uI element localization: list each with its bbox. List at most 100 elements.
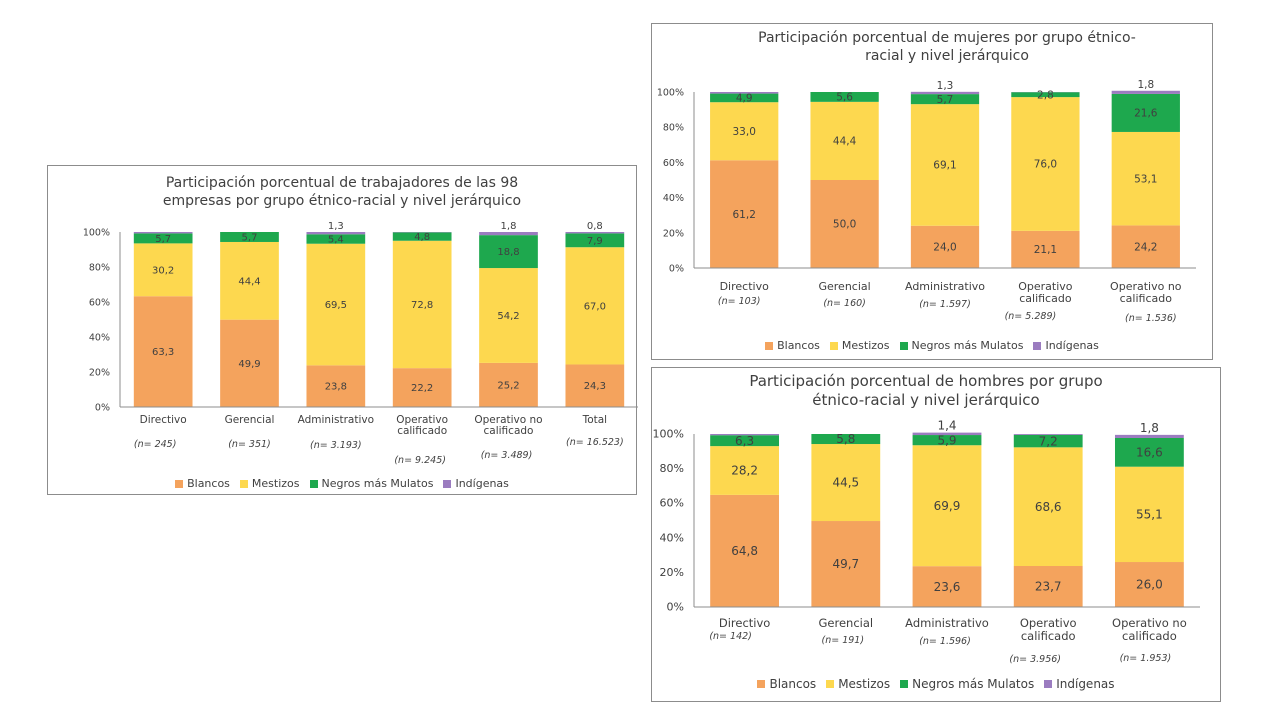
y-tick-label: 20% xyxy=(89,368,110,379)
legend-swatch xyxy=(239,479,248,488)
data-label-indigenas: 1,3 xyxy=(328,221,344,232)
bar-segment-negros xyxy=(1011,92,1080,98)
data-label-negros: 5,7 xyxy=(242,232,258,243)
data-label-negros: 5,9 xyxy=(937,433,956,447)
n-label: (n= 3.489) xyxy=(481,450,533,461)
data-label-blancos: 50,0 xyxy=(833,219,856,231)
bar-segment-indigenas xyxy=(910,91,980,95)
x-tick-label: Gerencial xyxy=(818,280,870,293)
x-tick-label: Administrativo xyxy=(905,616,989,630)
data-label-negros: 2,8 xyxy=(1037,89,1054,101)
legend-label: Indígenas xyxy=(1056,677,1115,691)
data-label-indigenas: 1,8 xyxy=(501,221,517,232)
bar-segment-blancos xyxy=(710,494,780,607)
n-label: (n= 191) xyxy=(822,635,865,646)
data-label-mestizos: 67,0 xyxy=(584,301,606,312)
y-tick-label: 0% xyxy=(669,264,684,275)
x-tick-label: calificado xyxy=(1122,629,1177,643)
legend-swatch xyxy=(443,479,452,488)
data-label-blancos: 61,2 xyxy=(733,209,756,221)
legend-item-mestizos: Mestizos xyxy=(239,477,300,490)
bar-segment-blancos xyxy=(133,296,193,407)
x-tick-label: calificado xyxy=(484,425,534,437)
bar-segment-blancos xyxy=(1011,230,1080,268)
legend-label: Negros más Mulatos xyxy=(912,677,1035,691)
legend-item-negros: Negros más Mulatos xyxy=(899,339,1023,352)
x-tick-label: Gerencial xyxy=(819,616,874,630)
bar-segment-blancos xyxy=(912,566,982,607)
data-label-negros: 5,7 xyxy=(937,94,954,106)
x-tick-label: Directivo xyxy=(720,280,770,293)
data-label-negros: 5,4 xyxy=(328,235,344,246)
legend-swatch xyxy=(175,479,184,488)
legend-swatch xyxy=(309,479,318,488)
bar-segment-negros xyxy=(710,435,780,447)
bar-segment-negros xyxy=(565,233,625,248)
bar-segment-mestizos xyxy=(392,240,452,369)
legend-item-negros: Negros más Mulatos xyxy=(309,477,434,490)
data-label-blancos: 24,3 xyxy=(584,381,606,392)
y-tick-label: 0% xyxy=(667,601,684,614)
legend-item-indigenas: Indígenas xyxy=(443,477,509,490)
chart-title: Participación porcentual de trabajadores… xyxy=(48,174,636,210)
bar-segment-mestizos xyxy=(133,243,193,297)
y-tick-label: 80% xyxy=(663,123,684,134)
bar-segment-blancos xyxy=(810,180,879,268)
y-tick-label: 100% xyxy=(653,428,684,441)
n-label: (n= 103) xyxy=(718,296,761,307)
data-label-negros: 4,9 xyxy=(736,93,753,105)
bar-segment-mestizos xyxy=(1114,466,1184,563)
legend-item-negros: Negros más Mulatos xyxy=(900,677,1034,691)
x-tick-label: Gerencial xyxy=(225,414,275,426)
n-label: (n= 1.596) xyxy=(919,636,971,647)
n-label: (n= 142) xyxy=(709,631,752,642)
x-tick-label: calificado xyxy=(1021,629,1076,643)
n-label: (n= 3.193) xyxy=(310,440,362,451)
n-label: (n= 16.523) xyxy=(566,437,624,448)
bar-segment-mestizos xyxy=(710,102,779,161)
legend-item-blancos: Blancos xyxy=(757,677,816,691)
bar-segment-mestizos xyxy=(912,445,982,567)
data-label-blancos: 25,2 xyxy=(497,380,519,391)
data-label-mestizos: 72,8 xyxy=(411,300,433,311)
legend-swatch xyxy=(900,680,909,688)
n-label: (n= 9.245) xyxy=(394,455,446,466)
data-label-mestizos: 69,9 xyxy=(934,499,961,513)
data-label-indigenas: 1,8 xyxy=(1137,79,1154,91)
y-tick-label: 60% xyxy=(663,158,684,169)
n-label: (n= 5.289) xyxy=(1005,311,1057,322)
legend-item-mestizos: Mestizos xyxy=(826,677,890,691)
bar-segment-negros xyxy=(306,234,366,244)
chart-panel-total: Participación porcentual de trabajadores… xyxy=(47,165,638,495)
bar-segment-negros xyxy=(479,235,538,269)
bar-segment-mestizos xyxy=(479,268,538,363)
chart-title-line: empresas por grupo étnico-racial y nivel… xyxy=(162,193,522,209)
x-tick-label: Operativo no xyxy=(474,414,542,426)
data-label-mestizos: 53,1 xyxy=(1134,173,1157,185)
legend-swatch xyxy=(1044,680,1053,688)
bar-segment-mestizos xyxy=(810,101,879,180)
chart-title-line: Participación porcentual de trabajadores… xyxy=(165,175,519,191)
data-label-blancos: 49,9 xyxy=(238,359,260,370)
data-label-negros: 7,2 xyxy=(1039,434,1058,448)
bar-segment-negros xyxy=(220,232,279,242)
bar-segment-blancos xyxy=(306,365,366,407)
data-label-mestizos: 44,4 xyxy=(238,276,260,287)
y-tick-label: 40% xyxy=(89,333,110,344)
data-label-negros: 18,8 xyxy=(497,247,519,258)
legend-label: Negros más Mulatos xyxy=(321,477,434,490)
data-label-negros: 6,3 xyxy=(735,434,754,448)
bar-segment-negros xyxy=(1114,437,1184,467)
legend: Blancos Mestizos Negros más Mulatos Indí… xyxy=(652,677,1220,691)
data-label-blancos: 22,2 xyxy=(411,383,433,394)
legend-item-blancos: Blancos xyxy=(765,339,820,352)
bar-segment-mestizos xyxy=(306,243,366,366)
bar-segment-negros xyxy=(1013,434,1083,448)
data-label-blancos: 21,1 xyxy=(1034,244,1057,256)
data-label-negros: 21,6 xyxy=(1134,108,1158,120)
bar-segment-negros xyxy=(392,232,452,241)
x-tick-label: Directivo xyxy=(719,616,770,630)
bar-segment-negros xyxy=(912,435,982,446)
data-label-blancos: 63,3 xyxy=(152,347,174,358)
legend-swatch xyxy=(829,341,838,350)
